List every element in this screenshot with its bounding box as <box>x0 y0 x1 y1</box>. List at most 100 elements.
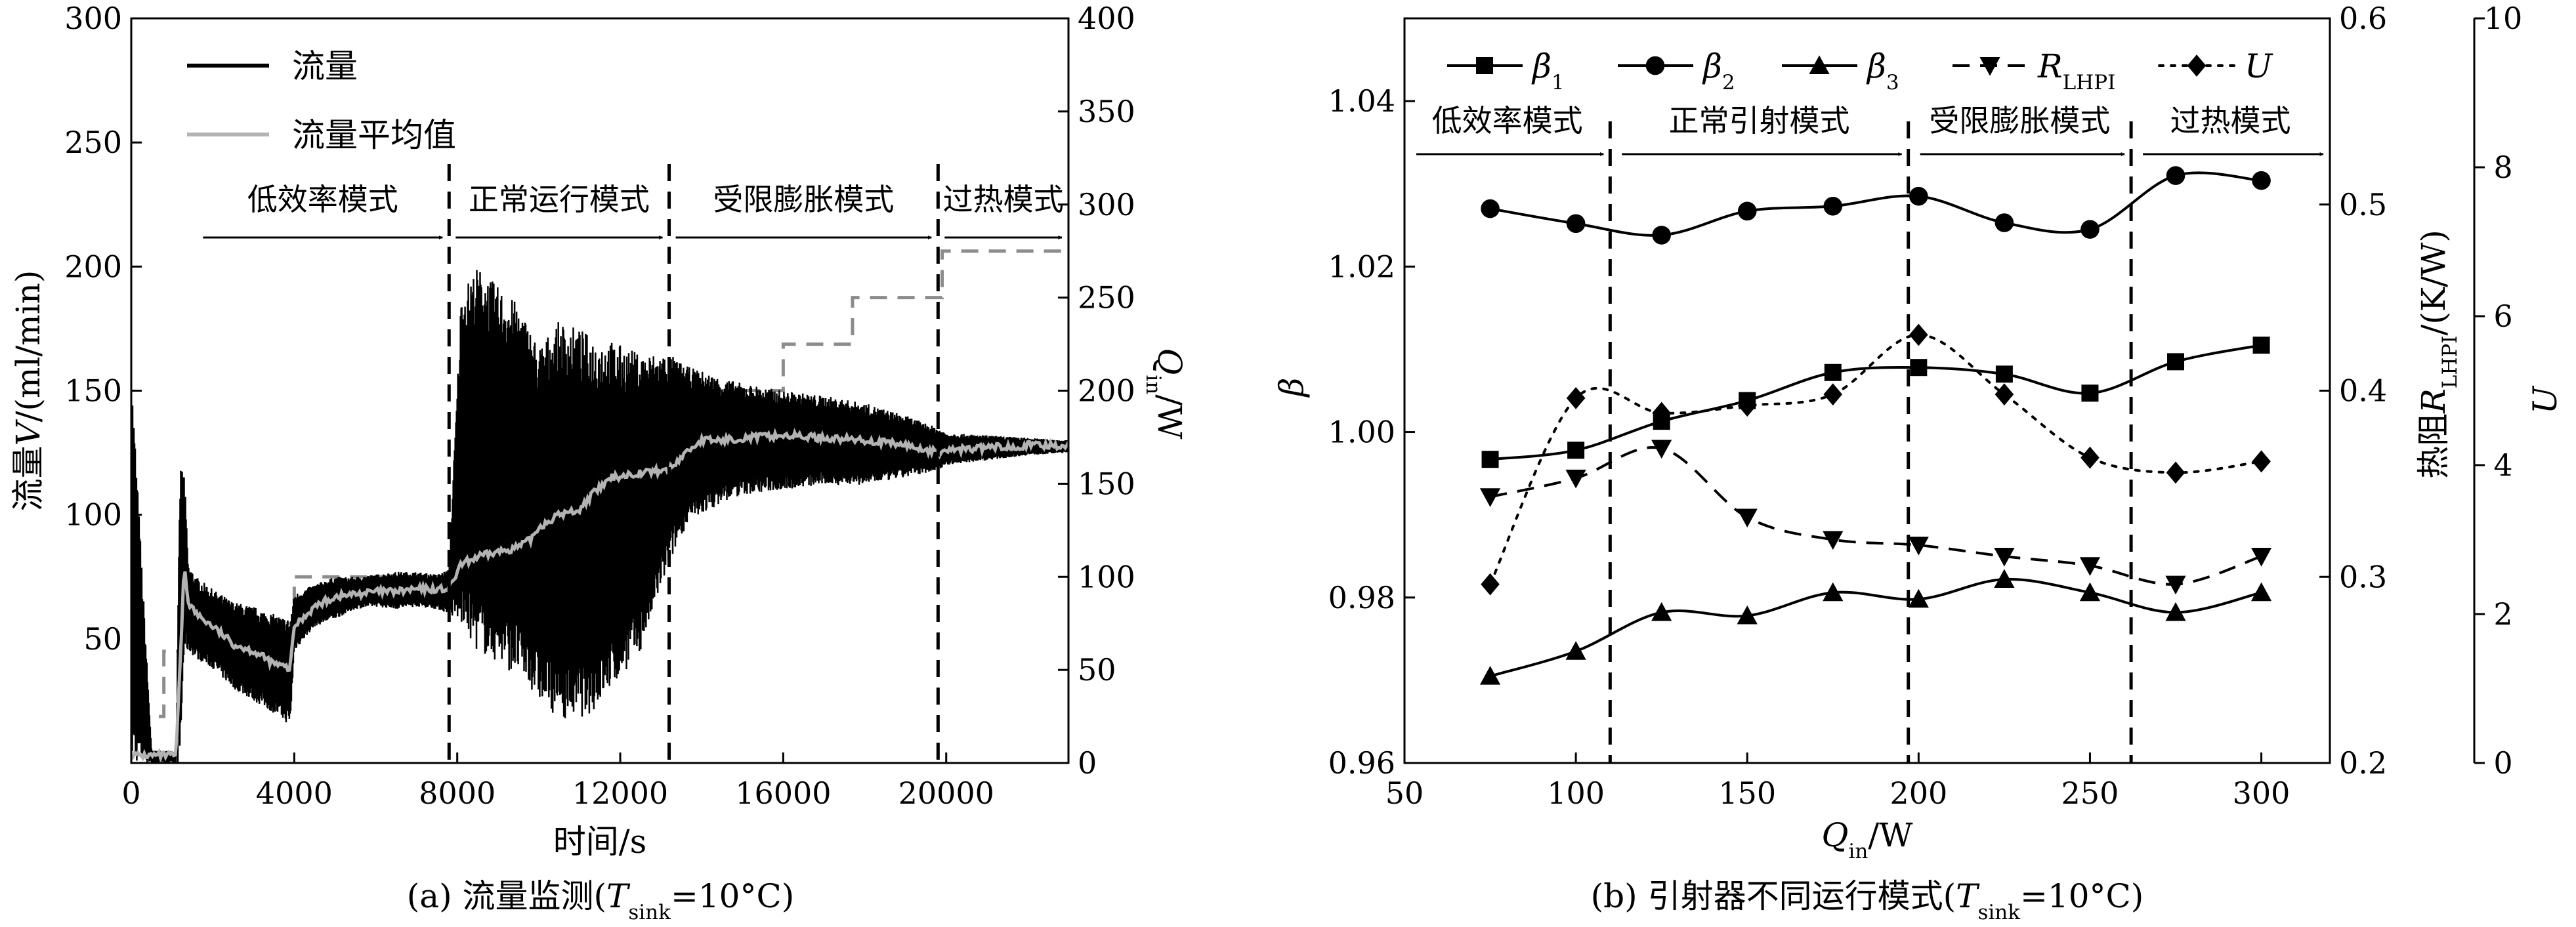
y-tick-label: 0.98 <box>1328 580 1395 615</box>
series-marker-1 <box>1737 201 1757 221</box>
series-line-3 <box>1490 446 2262 586</box>
y-tick-label: 100 <box>64 497 122 533</box>
x-tick-label: 250 <box>2061 775 2119 811</box>
series-marker-2 <box>2250 582 2272 602</box>
legend-marker <box>1979 57 2000 76</box>
y-axis-label: 流量V/(ml/min) <box>9 270 47 512</box>
y-tick-label: 50 <box>83 621 122 657</box>
series-marker-2 <box>1908 588 1929 608</box>
x-tick-label: 50 <box>1385 775 1424 811</box>
mode-label: 受限膨胀模式 <box>1929 103 2110 138</box>
series-marker-2 <box>1565 641 1586 660</box>
flow-average-line <box>131 428 1068 763</box>
y-tick-label: 0.96 <box>1328 745 1395 781</box>
legend-marker <box>1645 56 1665 75</box>
series-marker-3 <box>1479 488 1501 507</box>
flow-series-line <box>131 270 1068 763</box>
series-marker-0 <box>1481 451 1499 468</box>
series-marker-3 <box>1823 531 1844 550</box>
x-tick-label: 16000 <box>735 775 831 811</box>
series-marker-3 <box>1737 508 1758 528</box>
y2-tick-label: 0.6 <box>2339 1 2387 36</box>
legend: β1 β2 β3 RLHPI U <box>1447 47 2273 94</box>
series-marker-4 <box>1909 323 1928 346</box>
series-marker-3 <box>1994 548 2015 567</box>
series-marker-3 <box>2250 548 2272 567</box>
mode-label: 受限膨胀模式 <box>713 182 894 217</box>
series-marker-1 <box>1481 199 1500 218</box>
mode-label: 正常运行模式 <box>469 182 650 217</box>
series-marker-0 <box>1824 363 1842 381</box>
mode-label: 过热模式 <box>943 182 1064 217</box>
y3-tick-label: 6 <box>2493 299 2512 334</box>
series-line-4 <box>1489 333 2263 586</box>
series-marker-2 <box>1651 602 1672 621</box>
mode-label: 低效率模式 <box>1432 103 1583 138</box>
series-marker-2 <box>1479 665 1501 685</box>
series-marker-4 <box>2080 446 2100 469</box>
series-marker-4 <box>1652 402 1671 424</box>
series-marker-1 <box>2080 220 2100 239</box>
x-tick-label: 20000 <box>898 775 994 811</box>
y2-axis-label: 热阻RLHPI/(K/W) <box>2415 230 2462 479</box>
legend-label: 流量平均值 <box>292 116 456 154</box>
series-marker-4 <box>1823 383 1843 406</box>
series-marker-4 <box>1481 573 1500 596</box>
y2-tick-label: 350 <box>1078 94 1135 129</box>
y2-tick-label: 200 <box>1078 373 1135 409</box>
series-marker-1 <box>2166 166 2185 185</box>
y3-tick-label: 8 <box>2493 150 2512 185</box>
series-marker-0 <box>2167 353 2184 371</box>
y2-tick-label: 50 <box>1078 652 1116 688</box>
x-tick-label: 0 <box>121 775 140 811</box>
series-marker-0 <box>1910 359 1928 377</box>
y-tick-label: 1.02 <box>1328 249 1395 284</box>
y-tick-label: 300 <box>64 1 122 36</box>
mode-label: 过热模式 <box>2170 103 2291 138</box>
series-line-1 <box>1490 171 2262 237</box>
series-marker-0 <box>2252 337 2270 354</box>
y2-axis-label: Qin/W <box>1141 348 1189 440</box>
series-marker-4 <box>1995 383 2014 406</box>
series-marker-0 <box>1995 365 2013 383</box>
y-tick-label: 150 <box>64 373 122 409</box>
series-marker-1 <box>1995 213 2014 232</box>
legend-label: U <box>2245 47 2273 85</box>
mode-label: 低效率模式 <box>247 182 398 217</box>
legend-label: β1 <box>1531 47 1565 94</box>
series-marker-2 <box>2165 602 2186 621</box>
series-marker-3 <box>1908 537 1929 556</box>
series-marker-2 <box>2079 582 2101 602</box>
x-tick-label: 200 <box>1890 775 1947 811</box>
x-axis-label: Qin/W <box>1821 816 1913 863</box>
x-tick-label: 12000 <box>572 775 668 811</box>
x-tick-label: 100 <box>1547 775 1605 811</box>
y-tick-label: 250 <box>64 125 122 160</box>
y2-tick-label: 0 <box>1078 745 1097 781</box>
series-marker-0 <box>1567 442 1585 459</box>
x-axis-label: 时间/s <box>553 823 647 861</box>
x-tick-label: 8000 <box>419 775 496 811</box>
series-marker-4 <box>2166 461 2185 484</box>
series-marker-1 <box>1566 214 1586 234</box>
x-tick-label: 4000 <box>256 775 333 811</box>
legend-label: β3 <box>1866 47 1899 94</box>
legend-marker <box>1476 57 1493 74</box>
y2-tick-label: 400 <box>1078 1 1135 36</box>
y3-tick-label: 4 <box>2493 447 2512 483</box>
y2-tick-label: 300 <box>1078 187 1135 222</box>
y3-tick-label: 10 <box>2484 1 2523 36</box>
x-tick-label: 300 <box>2233 775 2291 811</box>
series-marker-4 <box>1737 394 1757 417</box>
series-line-0 <box>1490 344 2262 461</box>
y2-tick-label: 0.3 <box>2339 559 2387 594</box>
legend-label: RLHPI <box>2037 47 2115 94</box>
legend-marker <box>1809 55 1830 74</box>
y-tick-label: 1.00 <box>1328 415 1395 450</box>
x-tick-label: 150 <box>1718 775 1776 811</box>
series-marker-1 <box>1823 196 1843 216</box>
y3-tick-label: 0 <box>2493 745 2512 781</box>
